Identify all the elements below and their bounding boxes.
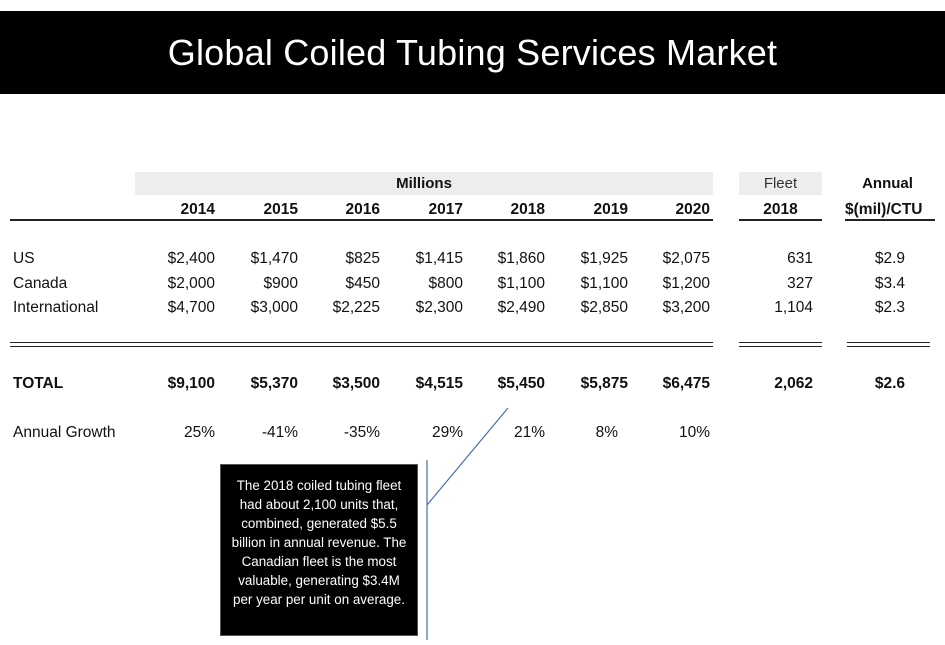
row-label-total: TOTAL	[13, 375, 64, 392]
year-header: 2014	[180, 201, 215, 218]
total-cell: $9,100	[167, 375, 215, 392]
row-label-international: International	[13, 299, 99, 316]
growth-cell: -35%	[343, 424, 380, 441]
callout-pointer-line	[426, 407, 509, 506]
total-per-ctu-cell: $2.6	[874, 375, 905, 392]
fleet-header-rule	[739, 219, 822, 221]
growth-cell: 25%	[183, 424, 215, 441]
table-cell: $4,700	[167, 299, 215, 316]
growth-cell: 29%	[431, 424, 463, 441]
row-label-us: US	[13, 250, 35, 267]
millions-band	[135, 172, 713, 195]
year-header: 2020	[675, 201, 710, 218]
header-rule	[10, 219, 713, 221]
table-cell: $3,000	[250, 299, 298, 316]
table-cell: $800	[428, 275, 463, 292]
table-cell: $2,400	[167, 250, 215, 267]
table-cell: $2,225	[332, 299, 380, 316]
table-cell: $2,075	[662, 250, 710, 267]
fleet-double-rule	[739, 342, 822, 347]
per-ctu-cell: $3.4	[874, 275, 905, 292]
total-cell: $5,370	[250, 375, 298, 392]
annual-header: Annual	[862, 175, 913, 192]
table-cell: $1,200	[662, 275, 710, 292]
table-cell: $450	[345, 275, 380, 292]
year-header: 2016	[345, 201, 380, 218]
fleet-cell: 327	[787, 275, 813, 292]
title-banner: Global Coiled Tubing Services Market	[0, 11, 945, 94]
total-cell: $5,875	[580, 375, 628, 392]
growth-cell: 21%	[513, 424, 545, 441]
table-cell: $900	[263, 275, 298, 292]
year-header: 2018	[510, 201, 545, 218]
row-label-growth: Annual Growth	[13, 424, 116, 441]
total-fleet-cell: 2,062	[774, 375, 813, 392]
per-ctu-header: $(mil)/CTU	[845, 201, 923, 218]
table-cell: $1,100	[580, 275, 628, 292]
millions-header: Millions	[396, 175, 452, 192]
table-cell: $1,415	[415, 250, 463, 267]
fleet-cell: 631	[787, 250, 813, 267]
row-label-canada: Canada	[13, 275, 68, 292]
callout-note: The 2018 coiled tubing fleet had about 2…	[220, 464, 418, 636]
table-cell: $1,470	[250, 250, 298, 267]
fleet-year-header: 2018	[763, 201, 798, 218]
growth-cell: 10%	[678, 424, 710, 441]
table-cell: $1,860	[497, 250, 545, 267]
per-ctu-cell: $2.9	[874, 250, 905, 267]
table-cell: $2,300	[415, 299, 463, 316]
total-cell: $5,450	[497, 375, 545, 392]
fleet-cell: 1,104	[774, 299, 813, 316]
fleet-band	[739, 172, 822, 195]
total-cell: $4,515	[415, 375, 463, 392]
year-header: 2019	[593, 201, 628, 218]
growth-cell: 8%	[595, 424, 618, 441]
fleet-header: Fleet	[763, 175, 798, 192]
year-header: 2017	[428, 201, 463, 218]
total-cell: $6,475	[662, 375, 710, 392]
table-cell: $825	[345, 250, 380, 267]
table-cell: $3,200	[662, 299, 710, 316]
total-cell: $3,500	[332, 375, 380, 392]
annual-header-rule	[845, 219, 935, 221]
annual-double-rule	[847, 342, 930, 347]
growth-cell: -41%	[261, 424, 298, 441]
table-cell: $2,000	[167, 275, 215, 292]
total-double-rule	[10, 342, 713, 347]
table-cell: $1,100	[497, 275, 545, 292]
table-cell: $2,490	[497, 299, 545, 316]
table-cell: $1,925	[580, 250, 628, 267]
per-ctu-cell: $2.3	[874, 299, 905, 316]
table-cell: $2,850	[580, 299, 628, 316]
year-header: 2015	[263, 201, 298, 218]
page-title: Global Coiled Tubing Services Market	[167, 31, 778, 73]
